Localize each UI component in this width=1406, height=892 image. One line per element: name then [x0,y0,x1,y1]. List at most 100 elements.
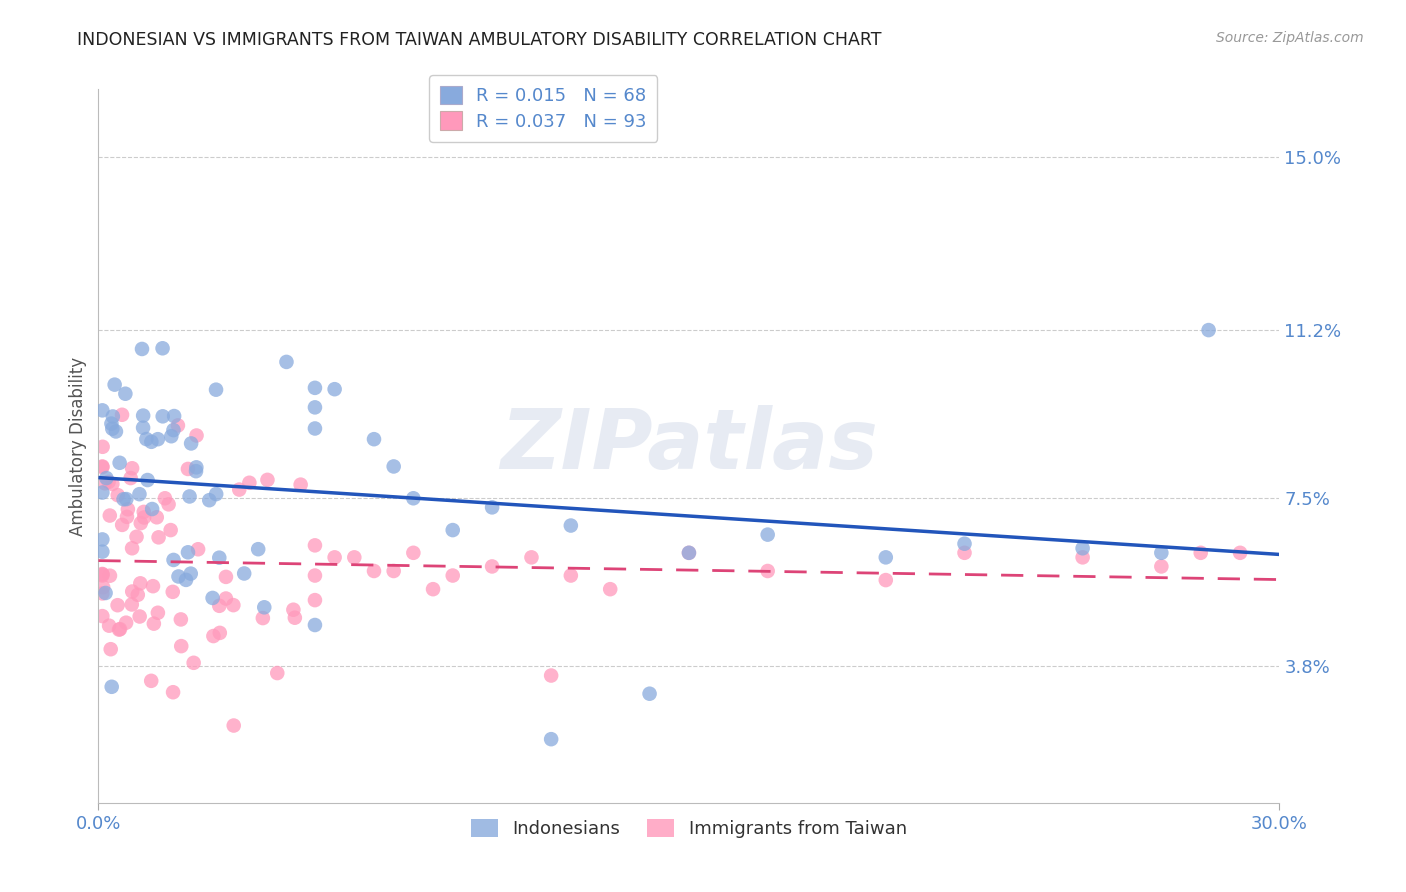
Point [91,567,114,582]
Point [128,609,150,624]
Point [276,355,298,369]
Point [142,579,165,593]
Point [127,588,149,602]
Point [875,573,897,587]
Point [233,566,256,581]
Point [481,559,503,574]
Point [148,530,170,544]
Point [953,546,976,560]
Point [382,564,405,578]
Text: ZIPatlas: ZIPatlas [501,406,877,486]
Point [599,582,621,597]
Point [131,342,153,356]
Point [560,568,582,582]
Point [304,618,326,632]
Point [201,591,224,605]
Point [160,429,183,443]
Point [100,417,122,431]
Point [177,545,200,559]
Point [96,471,118,485]
Point [1150,559,1173,574]
Point [186,460,208,475]
Point [208,550,231,565]
Point [1071,541,1094,556]
Point [253,600,276,615]
Point [129,576,152,591]
Point [304,381,326,395]
Point [98,618,121,632]
Point [208,626,231,640]
Point [128,487,150,501]
Text: INDONESIAN VS IMMIGRANTS FROM TAIWAN AMBULATORY DISABILITY CORRELATION CHART: INDONESIAN VS IMMIGRANTS FROM TAIWAN AMB… [77,31,882,49]
Point [284,611,307,625]
Point [323,550,346,565]
Point [159,523,181,537]
Point [180,436,202,450]
Point [756,564,779,578]
Point [107,598,129,612]
Point [100,642,122,657]
Point [94,476,117,491]
Point [132,409,155,423]
Point [91,609,114,624]
Point [170,612,193,626]
Point [1150,546,1173,560]
Point [163,409,186,423]
Point [91,568,114,582]
Point [304,593,326,607]
Point [186,428,208,442]
Point [205,383,228,397]
Point [91,533,114,547]
Point [228,483,250,497]
Point [101,477,124,491]
Point [98,568,121,582]
Point [91,580,114,594]
Point [101,422,124,436]
Point [136,473,159,487]
Point [678,546,700,560]
Point [402,546,425,560]
Point [141,434,163,449]
Point [304,421,326,435]
Legend: Indonesians, Immigrants from Taiwan: Indonesians, Immigrants from Taiwan [461,810,917,847]
Point [112,492,135,507]
Point [1198,323,1220,337]
Point [125,530,148,544]
Point [953,537,976,551]
Point [215,591,238,606]
Point [115,615,138,630]
Point [540,668,562,682]
Point [142,616,165,631]
Point [115,492,138,507]
Point [107,488,129,502]
Point [184,464,207,478]
Point [323,382,346,396]
Point [132,420,155,434]
Point [304,401,326,415]
Point [540,732,562,747]
Point [290,477,312,491]
Point [91,485,114,500]
Point [222,598,245,612]
Point [256,473,278,487]
Point [266,666,288,681]
Point [108,456,131,470]
Point [162,553,184,567]
Point [145,510,167,524]
Point [91,566,114,581]
Point [152,341,174,355]
Point [1189,546,1212,560]
Point [283,603,305,617]
Point [121,461,143,475]
Point [162,585,184,599]
Point [121,584,143,599]
Point [91,459,114,474]
Point [363,432,385,446]
Point [1071,550,1094,565]
Point [187,542,209,557]
Point [153,491,176,506]
Point [252,611,274,625]
Point [208,599,231,613]
Point [205,487,228,501]
Point [98,508,121,523]
